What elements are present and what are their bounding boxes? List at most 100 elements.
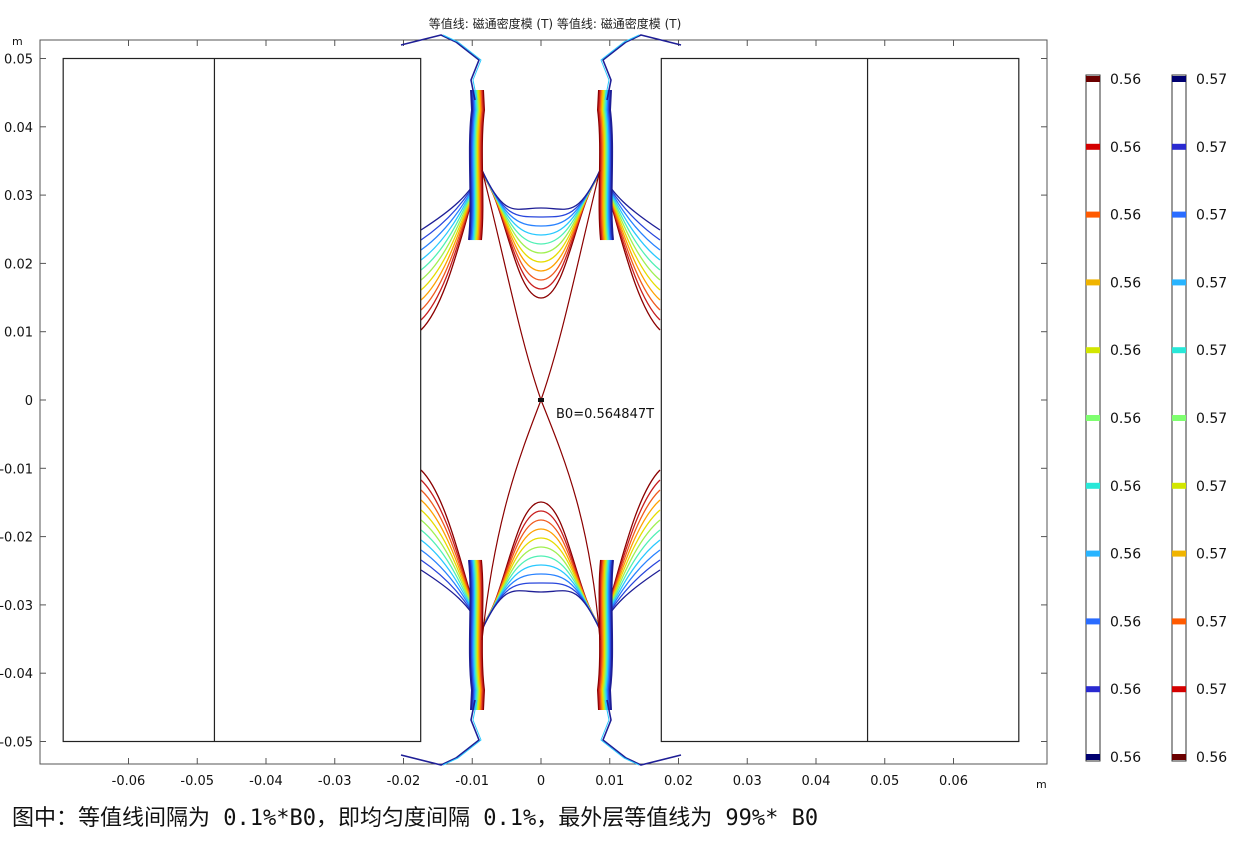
contour-band <box>599 559 605 711</box>
x-unit-label: m <box>1036 778 1047 791</box>
legend-label: 0.57 <box>1196 547 1227 563</box>
legend-swatch <box>1172 754 1186 760</box>
contour-band <box>474 89 479 241</box>
legend-label: 0.56 <box>1110 72 1141 88</box>
magnet-block <box>660 57 1020 743</box>
contour-band <box>470 89 476 241</box>
y-tick-label: 0.02 <box>4 257 33 272</box>
figure-caption: 图中：等值线间隔为 0.1%*B0，即均匀度间隔 0.1%，最外层等值线为 99… <box>12 806 819 831</box>
legend-swatch <box>1172 279 1186 286</box>
contour-band <box>600 89 606 241</box>
b0-annotation: B0=0.564847T <box>556 407 654 422</box>
contour-band <box>605 89 611 241</box>
color-legends: 0.56 0.56 0.56 0.56 0.56 0.56 0.56 0.56 0.56 0.56… <box>1085 72 1227 766</box>
y-tick-label: -0.01 <box>0 462 33 477</box>
contour-line <box>420 529 661 629</box>
contour-plot: 等值线: 磁通密度模 (T) 等值线: 磁通密度模 (T) m m -0.06-… <box>0 16 1227 791</box>
legend-swatch <box>1086 415 1100 421</box>
legend-label: 0.56 <box>1110 411 1141 427</box>
contour-line <box>420 172 661 291</box>
contour-line <box>420 170 661 261</box>
y-tick-label: -0.03 <box>0 599 33 614</box>
contour-outer <box>602 699 682 766</box>
chart-title: 等值线: 磁通密度模 (T) 等值线: 磁通密度模 (T) <box>429 16 682 31</box>
legend-label: 0.56 <box>1110 479 1141 495</box>
contour-band <box>480 559 485 711</box>
contour-line <box>420 171 661 281</box>
y-tick-label: -0.02 <box>0 531 33 546</box>
contour-line <box>420 509 661 628</box>
contour-band <box>606 559 612 711</box>
contour-band <box>478 89 484 241</box>
contour-band <box>477 89 483 241</box>
center-point <box>538 398 544 402</box>
contour-line <box>420 539 661 630</box>
contour-outer <box>602 34 682 101</box>
legend-swatch <box>1172 482 1186 489</box>
y-tick-label: 0.04 <box>4 121 33 136</box>
x-tick-label: 0.02 <box>664 774 693 789</box>
contour-band <box>597 89 602 241</box>
legend-swatch <box>1086 347 1100 354</box>
y-unit-label: m <box>12 35 23 48</box>
contour-band <box>607 559 613 711</box>
contour-line <box>420 549 661 630</box>
legend-swatch <box>1086 211 1100 218</box>
y-tick-label: 0.01 <box>4 326 33 341</box>
x-tick-label: -0.04 <box>249 774 283 789</box>
legend-swatch <box>1086 482 1100 489</box>
legend-label: 0.56 <box>1110 208 1141 224</box>
legend-label: 0.56 <box>1110 750 1141 766</box>
contour-band <box>469 89 475 241</box>
x-tick-label: -0.05 <box>180 774 214 789</box>
contour-band <box>604 89 610 241</box>
legend-swatch <box>1086 279 1100 286</box>
contour-band <box>601 559 607 711</box>
magnet-blocks <box>62 57 1020 743</box>
contour-outer <box>400 699 480 766</box>
contour-line <box>420 489 661 627</box>
x-tick-label: 0.01 <box>595 774 624 789</box>
legend-swatch <box>1172 686 1186 693</box>
contour-outer <box>442 699 482 766</box>
x-tick-label: -0.03 <box>318 774 352 789</box>
contour-band <box>478 559 484 711</box>
legend-label: 0.57 <box>1196 682 1227 698</box>
legend-swatch <box>1172 211 1186 218</box>
legend-label: 0.57 <box>1196 208 1227 224</box>
legend-label: 0.56 <box>1110 547 1141 563</box>
contour-band <box>609 559 614 711</box>
contour-line <box>420 171 661 271</box>
y-tick-label: 0.05 <box>4 53 33 68</box>
legend-label: 0.57 <box>1196 140 1227 156</box>
y-tick-label: 0.03 <box>4 189 33 204</box>
contour-band <box>472 89 478 241</box>
legend-label: 0.56 <box>1196 750 1227 766</box>
magnet-block <box>62 57 422 743</box>
contour-band <box>480 89 485 241</box>
x-tick-label: -0.02 <box>387 774 421 789</box>
legend-swatch <box>1086 618 1100 625</box>
legend-swatch <box>1086 686 1100 693</box>
legend-swatch <box>1086 76 1100 82</box>
legend-swatch <box>1172 550 1186 557</box>
legend-label: 0.56 <box>1110 614 1141 630</box>
legend-label: 0.57 <box>1196 411 1227 427</box>
y-tick-label: -0.04 <box>0 667 33 682</box>
contour-line <box>420 519 661 629</box>
contour-line <box>420 499 661 628</box>
legend-swatch <box>1172 347 1186 354</box>
legend-swatch <box>1172 143 1186 150</box>
legend-label: 0.57 <box>1196 343 1227 359</box>
x-tick-label: 0.05 <box>870 774 899 789</box>
legend-label: 0.56 <box>1110 682 1141 698</box>
x-tick-label: 0.04 <box>802 774 831 789</box>
contour-band <box>609 89 614 241</box>
contour-band <box>603 89 608 241</box>
contour-band <box>475 559 481 711</box>
contour-band <box>474 559 479 711</box>
legend-swatch <box>1172 415 1186 421</box>
x-tick-label: 0.06 <box>939 774 968 789</box>
legend-label: 0.57 <box>1196 479 1227 495</box>
contour-band <box>476 89 482 241</box>
